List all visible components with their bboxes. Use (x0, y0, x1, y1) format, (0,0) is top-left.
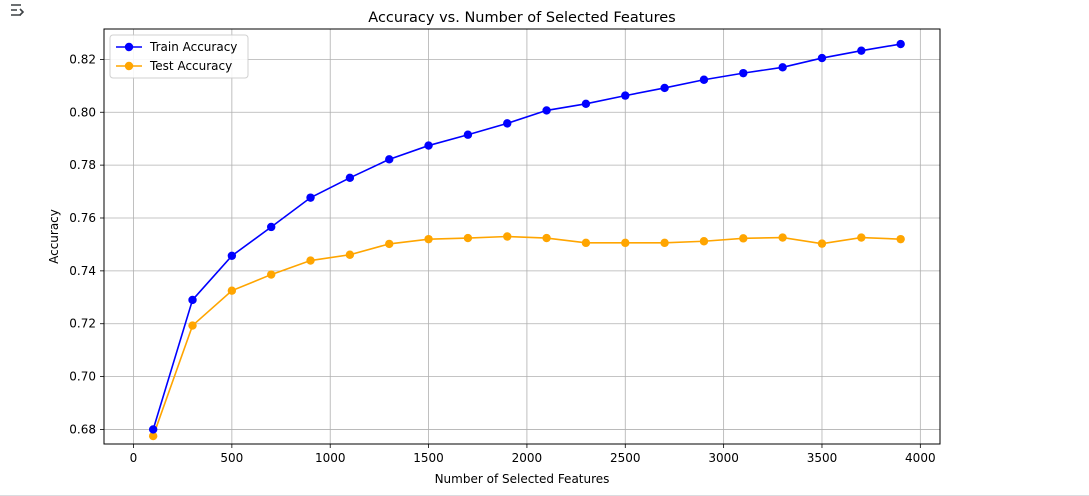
series-group (148, 39, 905, 441)
series-line (152, 43, 901, 430)
y-tick-label: 0.80 (69, 105, 96, 119)
data-point (385, 155, 394, 164)
data-point (345, 173, 355, 183)
y-tick-label: 0.78 (69, 158, 96, 172)
grid-lines (104, 29, 940, 444)
y-tick-label: 0.72 (69, 317, 96, 331)
legend: Train Accuracy Test Accuracy (109, 34, 249, 79)
data-point (778, 63, 787, 72)
y-tick-label: 0.70 (69, 370, 96, 384)
data-point (227, 251, 237, 260)
x-axis-label: Number of Selected Features (435, 472, 610, 486)
data-point (424, 141, 433, 150)
legend-box (109, 34, 249, 79)
legend-marker (124, 61, 134, 71)
data-point (267, 270, 276, 279)
output-toggle-icon[interactable] (0, 0, 34, 22)
data-point (306, 256, 315, 265)
data-point (896, 234, 905, 244)
x-tick-label: 500 (220, 451, 243, 465)
x-tick-label: 1000 (315, 451, 346, 465)
data-point (660, 83, 669, 93)
data-point (621, 238, 630, 248)
plot-frame (103, 28, 941, 445)
data-point (463, 233, 473, 243)
data-point (188, 295, 197, 305)
data-point (699, 237, 709, 246)
y-axis-ticks: 0.68 0.70 0.72 0.74 0.76 0.78 0.80 0.82 (69, 52, 104, 436)
data-point (896, 39, 905, 49)
x-axis-ticks: 0 500 1000 1500 2000 2500 3000 3500 4000 (130, 444, 936, 465)
data-point (542, 106, 551, 115)
x-tick-label: 2000 (512, 451, 543, 465)
data-point (306, 193, 315, 202)
chart-title: Accuracy vs. Number of Selected Features (368, 10, 675, 26)
y-axis-label: Accuracy (47, 209, 61, 264)
data-point (817, 239, 827, 248)
data-point (148, 425, 158, 434)
legend-label: Test Accuracy (149, 59, 232, 73)
data-point (581, 99, 591, 109)
data-point (699, 75, 709, 84)
data-point (739, 234, 748, 243)
data-point (660, 238, 669, 248)
x-tick-label: 0 (130, 451, 138, 465)
data-point (385, 239, 394, 249)
y-tick-label: 0.76 (69, 211, 96, 225)
data-point (463, 130, 473, 139)
data-point (503, 232, 512, 241)
data-point (148, 431, 158, 441)
data-point (424, 234, 433, 244)
data-point (503, 119, 512, 128)
data-point (267, 222, 276, 232)
legend-marker (124, 42, 134, 52)
x-tick-label: 4000 (905, 451, 936, 465)
x-tick-label: 3000 (708, 451, 739, 465)
y-tick-label: 0.82 (69, 52, 96, 66)
y-tick-label: 0.74 (69, 264, 96, 278)
data-point (227, 286, 237, 295)
x-tick-label: 2500 (610, 451, 641, 465)
x-tick-label: 3500 (807, 451, 838, 465)
data-point (581, 238, 591, 248)
data-point (345, 250, 355, 259)
y-tick-label: 0.68 (69, 422, 96, 436)
x-tick-label: 1500 (413, 451, 444, 465)
data-point (188, 321, 197, 330)
data-point (857, 233, 866, 242)
data-point (857, 46, 866, 55)
series-line (152, 235, 901, 437)
data-point (542, 233, 551, 243)
data-point (621, 91, 630, 100)
data-point (778, 233, 787, 242)
data-point (817, 53, 827, 63)
legend-label: Train Accuracy (149, 40, 237, 54)
data-point (739, 68, 748, 78)
